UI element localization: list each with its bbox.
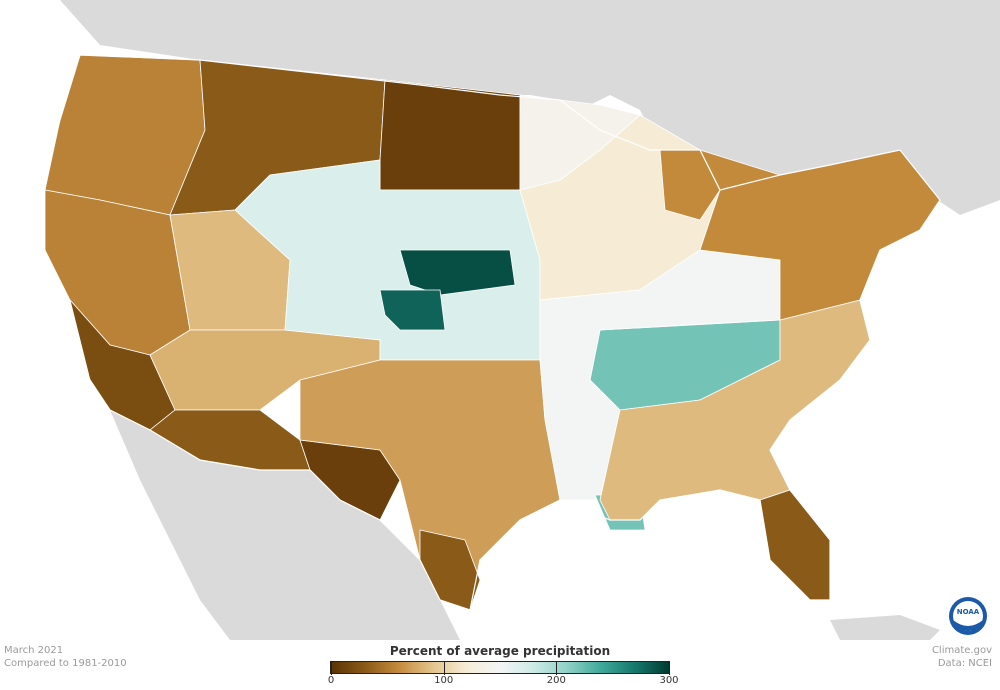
legend-tick-mark <box>331 661 332 675</box>
noaa-logo: NOAA <box>948 596 988 636</box>
region-nebraska-core <box>399 249 516 296</box>
month-label: March 2021 <box>4 645 64 656</box>
noaa-logo-icon: NOAA <box>949 597 987 635</box>
region-layer <box>44 54 941 611</box>
region-colorado-core <box>379 289 446 331</box>
region-northern-plains <box>379 79 521 191</box>
noaa-logo-text: NOAA <box>957 608 980 616</box>
legend-tick-label: 200 <box>546 675 566 686</box>
cuba-land <box>830 615 940 640</box>
region-minnesota <box>519 94 641 191</box>
source-caption: Climate.gov Data: NCEI <box>932 644 992 670</box>
data-source-label: Data: NCEI <box>937 658 992 669</box>
legend-title: Percent of average precipitation <box>389 644 611 658</box>
date-caption: March 2021 Compared to 1981-2010 <box>4 644 127 670</box>
mexico-land <box>110 410 460 640</box>
legend-tick-mark <box>669 661 670 675</box>
legend-tick-label: 300 <box>659 675 679 686</box>
legend-tick-label: 0 <box>327 675 335 686</box>
legend-tick-label: 100 <box>434 675 454 686</box>
legend-tick-mark <box>443 661 445 675</box>
baseline-label: Compared to 1981-2010 <box>4 658 127 669</box>
conus-outline <box>39 54 941 611</box>
site-label: Climate.gov <box>931 645 992 656</box>
legend-color-bar <box>330 661 670 674</box>
legend-tick-mark <box>556 661 558 675</box>
canada-land <box>60 0 1000 215</box>
